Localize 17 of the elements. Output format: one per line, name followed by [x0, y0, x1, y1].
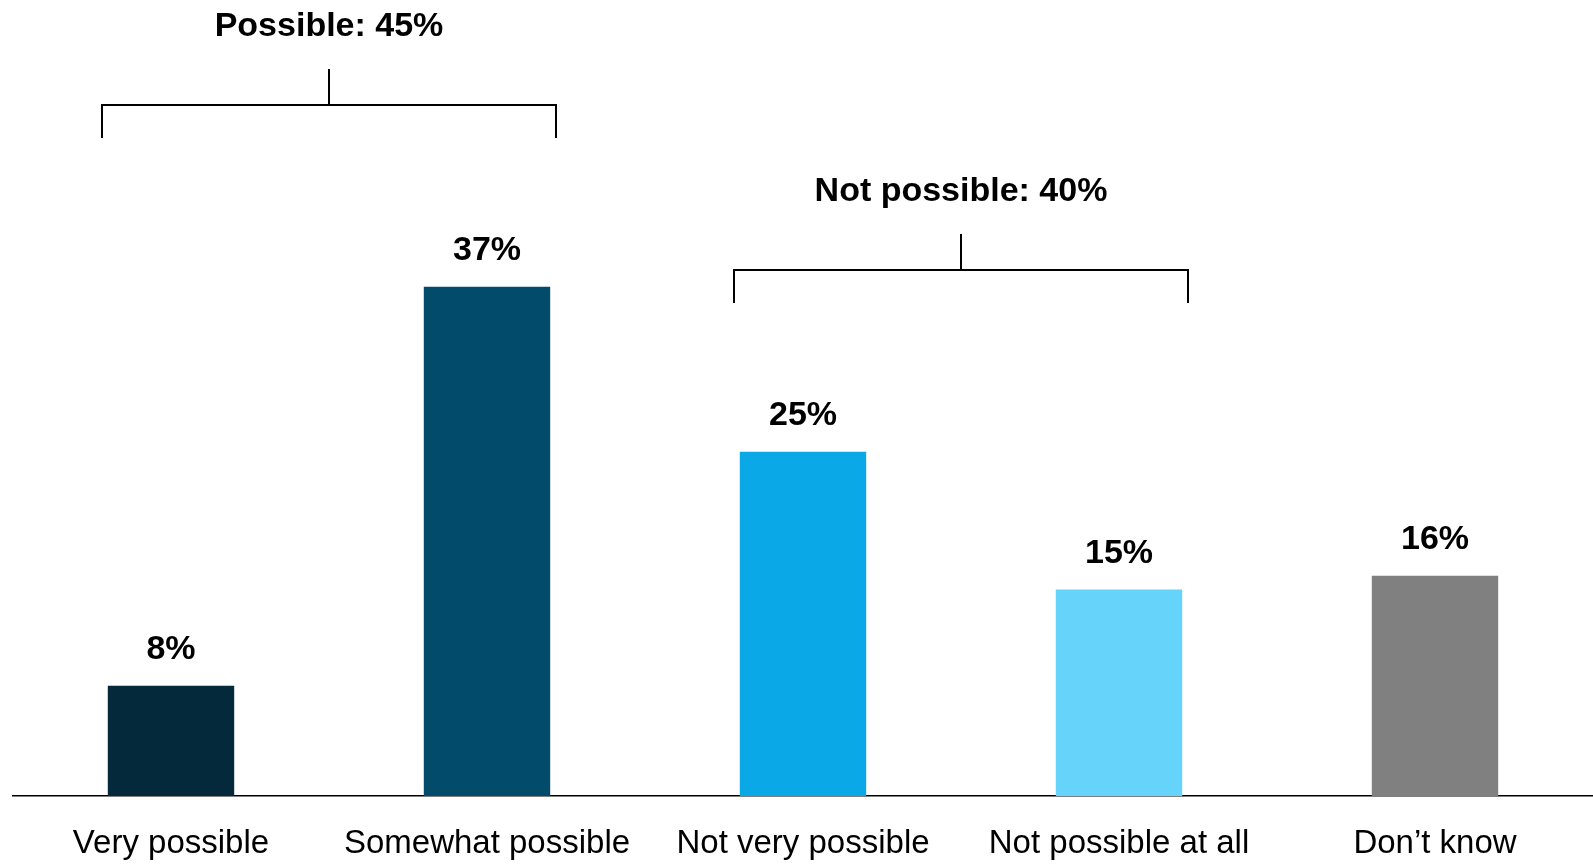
data-label: 25%	[768, 394, 838, 433]
x-tick-label: Not possible at all	[988, 822, 1250, 860]
x-tick-label: Not very possible	[676, 822, 930, 860]
bar	[739, 451, 867, 796]
text: Not possible: 40%	[814, 169, 1108, 209]
x-tick-label: Very possible	[72, 822, 270, 860]
data-label: 37%	[452, 229, 522, 268]
data-label: 15%	[1084, 531, 1154, 570]
bar	[107, 685, 235, 796]
x-tick-label: Don’t know	[1353, 822, 1517, 860]
data-label: 16%	[1400, 518, 1470, 557]
bar	[423, 286, 551, 796]
x-tick-label: Somewhat possible	[343, 822, 631, 860]
data-label: 8%	[146, 628, 196, 667]
text: Possible: 45%	[214, 4, 444, 44]
bar	[1371, 575, 1499, 796]
bar	[1055, 589, 1183, 796]
